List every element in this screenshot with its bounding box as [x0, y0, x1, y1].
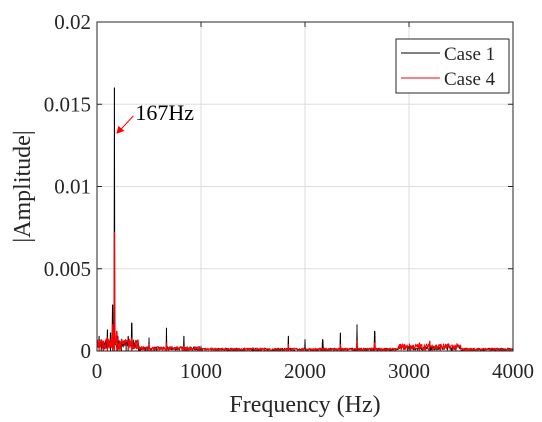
x-tick-label: 3000: [388, 359, 430, 383]
y-tick-label: 0.005: [44, 257, 91, 281]
y-axis-label: |Amplitude|: [10, 130, 36, 242]
annotation-arrowhead: [116, 125, 125, 134]
legend-label-case-1: Case 1: [444, 44, 495, 65]
y-tick-label: 0.015: [44, 92, 91, 116]
x-tick-label: 1000: [180, 359, 222, 383]
legend: Case 1 Case 4: [395, 38, 510, 94]
legend-box: [395, 38, 510, 94]
x-axis-label: Frequency (Hz): [229, 392, 380, 418]
annotation-label: 167Hz: [135, 100, 194, 125]
annotation-layer: 167Hz: [116, 100, 194, 134]
x-tick-label: 2000: [284, 359, 326, 383]
x-tick-label: 4000: [492, 359, 534, 383]
y-tick-label: 0: [81, 339, 92, 363]
x-tick-label: 0: [92, 359, 103, 383]
legend-label-case-4: Case 4: [444, 69, 496, 90]
y-tick-label: 0.02: [54, 10, 91, 34]
axis-ticks: 0 1000 2000 3000 4000 0 0.005 0.01 0.015 0.02: [44, 10, 534, 383]
y-tick-label: 0.01: [54, 175, 91, 199]
annotation-arrow: [120, 115, 134, 131]
